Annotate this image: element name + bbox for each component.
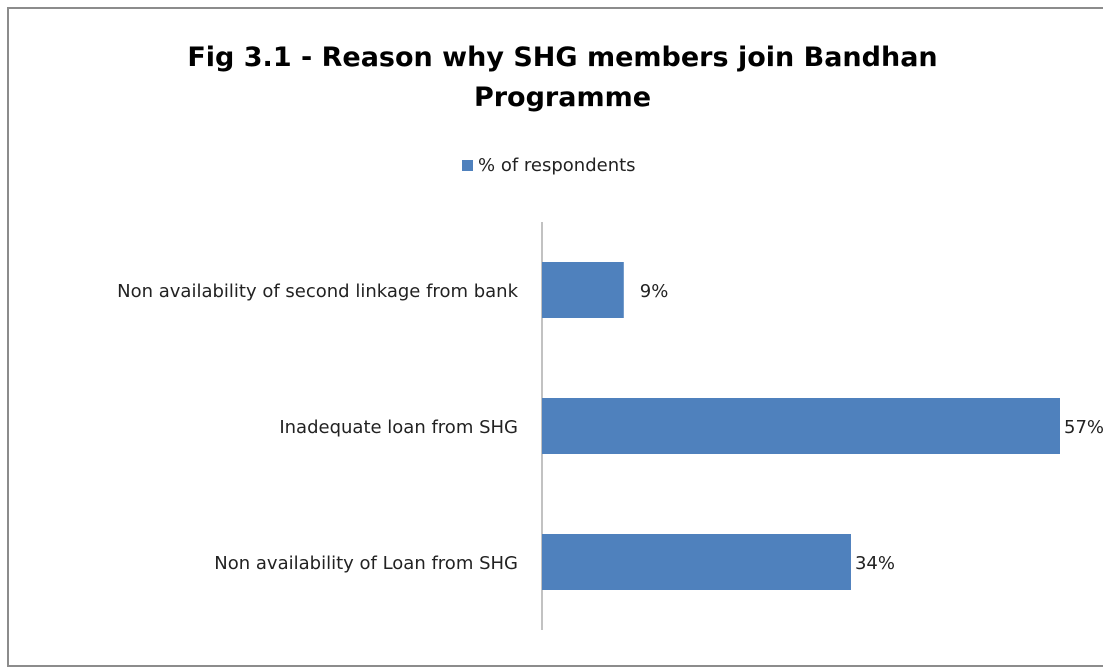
- chart-title: Fig 3.1 - Reason why SHG members join Ba…: [0, 38, 1103, 118]
- category-label: Inadequate loan from SHG: [279, 417, 518, 438]
- chart-legend: % of respondents: [462, 155, 636, 176]
- category-label: Non availability of second linkage from …: [117, 281, 518, 302]
- bar: [542, 534, 851, 590]
- data-label: 9%: [640, 281, 669, 302]
- bar: [542, 262, 624, 318]
- chart-title-line-1: Fig 3.1 - Reason why SHG members join Ba…: [187, 42, 938, 73]
- bar: [542, 398, 1060, 454]
- legend-swatch: [462, 160, 473, 171]
- data-label: 57%: [1064, 417, 1103, 438]
- data-label: 34%: [855, 553, 895, 574]
- legend-label: % of respondents: [478, 155, 636, 176]
- chart-title-line-2: Programme: [473, 82, 652, 113]
- bars-layer: Non availability of second linkage from …: [117, 262, 1103, 590]
- chart-plot: Non availability of second linkage from …: [117, 222, 1103, 630]
- category-label: Non availability of Loan from SHG: [214, 553, 518, 574]
